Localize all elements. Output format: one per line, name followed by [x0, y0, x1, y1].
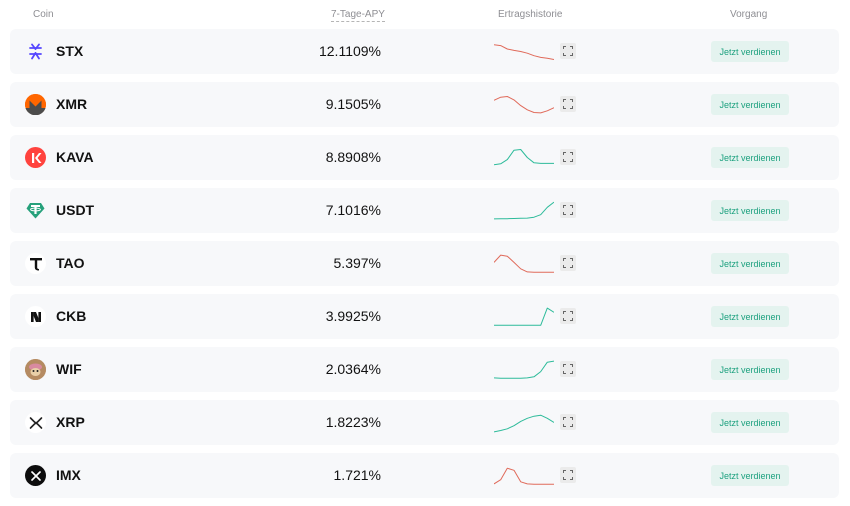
coin-row[interactable]: STX 12.1109% Jetzt verdienen	[10, 29, 839, 74]
coin-name: STX	[56, 43, 84, 59]
apy-value: 9.1505%	[325, 96, 381, 112]
coin-name: XMR	[56, 96, 88, 112]
coin-name: IMX	[56, 467, 81, 483]
history-sparkline	[494, 307, 554, 326]
xmr-icon	[25, 94, 46, 115]
expand-icon[interactable]	[560, 308, 576, 324]
apy-value: 1.8223%	[325, 414, 381, 430]
coin-row[interactable]: CKB 3.9925% Jetzt verdienen	[10, 294, 839, 339]
expand-icon[interactable]	[560, 255, 576, 271]
coin-name: WIF	[56, 361, 82, 377]
expand-icon[interactable]	[560, 149, 576, 165]
column-header-history: Ertragshistorie	[498, 9, 563, 20]
imx-icon	[25, 465, 46, 486]
coin-name: XRP	[56, 414, 85, 430]
coin-name: CKB	[56, 308, 87, 324]
apy-value: 3.9925%	[325, 308, 381, 324]
expand-icon[interactable]	[560, 43, 576, 59]
ckb-icon	[25, 306, 46, 327]
earn-now-button[interactable]: Jetzt verdienen	[711, 200, 789, 221]
apy-value: 2.0364%	[325, 361, 381, 377]
apy-value: 12.1109%	[318, 43, 381, 59]
xrp-icon	[25, 412, 46, 433]
earn-now-button[interactable]: Jetzt verdienen	[711, 94, 789, 115]
earn-now-button[interactable]: Jetzt verdienen	[711, 465, 789, 486]
column-header-apy[interactable]: 7-Tage-APY	[331, 9, 385, 22]
column-header-action: Vorgang	[730, 9, 768, 20]
sparkline-path	[494, 44, 554, 60]
coin-row[interactable]: KAVA 8.8908% Jetzt verdienen	[10, 135, 839, 180]
table-header: Coin 7-Tage-APY Ertragshistorie Vorgang	[0, 0, 850, 28]
coin-name: USDT	[56, 202, 95, 218]
usdt-icon	[25, 200, 46, 221]
history-sparkline	[494, 254, 554, 273]
kava-icon	[25, 147, 46, 168]
earn-now-button[interactable]: Jetzt verdienen	[711, 306, 789, 327]
wif-icon	[25, 359, 46, 380]
history-sparkline	[494, 201, 554, 220]
apy-value: 8.8908%	[325, 149, 381, 165]
history-sparkline	[494, 149, 554, 166]
history-sparkline	[494, 96, 554, 114]
sparkline-path	[494, 360, 554, 379]
sparkline-path	[494, 149, 554, 166]
sparkline-path	[494, 201, 554, 220]
coin-row[interactable]: TAO 5.397% Jetzt verdienen	[10, 241, 839, 286]
history-sparkline	[494, 360, 554, 379]
coin-list: STX 12.1109% Jetzt verdienen XMR 9.1505%…	[10, 29, 839, 506]
earn-now-button[interactable]: Jetzt verdienen	[711, 359, 789, 380]
expand-icon[interactable]	[560, 467, 576, 483]
expand-icon[interactable]	[560, 361, 576, 377]
sparkline-path	[494, 96, 554, 114]
coin-row[interactable]: WIF 2.0364% Jetzt verdienen	[10, 347, 839, 392]
sparkline-path	[494, 307, 554, 326]
sparkline-path	[494, 254, 554, 273]
earn-now-button[interactable]: Jetzt verdienen	[711, 147, 789, 168]
tao-icon	[25, 253, 46, 274]
apy-value: 7.1016%	[325, 202, 381, 218]
column-header-coin: Coin	[33, 9, 54, 20]
earn-now-button[interactable]: Jetzt verdienen	[711, 41, 789, 62]
coin-row[interactable]: USDT 7.1016% Jetzt verdienen	[10, 188, 839, 233]
earn-now-button[interactable]: Jetzt verdienen	[711, 253, 789, 274]
expand-icon[interactable]	[560, 414, 576, 430]
stx-icon	[25, 41, 46, 62]
sparkline-path	[494, 467, 554, 485]
expand-icon[interactable]	[560, 202, 576, 218]
coin-row[interactable]: XMR 9.1505% Jetzt verdienen	[10, 82, 839, 127]
history-sparkline	[494, 414, 554, 433]
coin-row[interactable]: IMX 1.721% Jetzt verdienen	[10, 453, 839, 498]
coin-name: KAVA	[56, 149, 94, 165]
expand-icon[interactable]	[560, 96, 576, 112]
history-sparkline	[494, 467, 554, 485]
apy-value: 1.721%	[333, 467, 381, 483]
earn-now-button[interactable]: Jetzt verdienen	[711, 412, 789, 433]
apy-value: 5.397%	[333, 255, 381, 271]
coin-name: TAO	[56, 255, 85, 271]
sparkline-path	[494, 414, 554, 433]
coin-row[interactable]: XRP 1.8223% Jetzt verdienen	[10, 400, 839, 445]
history-sparkline	[494, 44, 554, 60]
